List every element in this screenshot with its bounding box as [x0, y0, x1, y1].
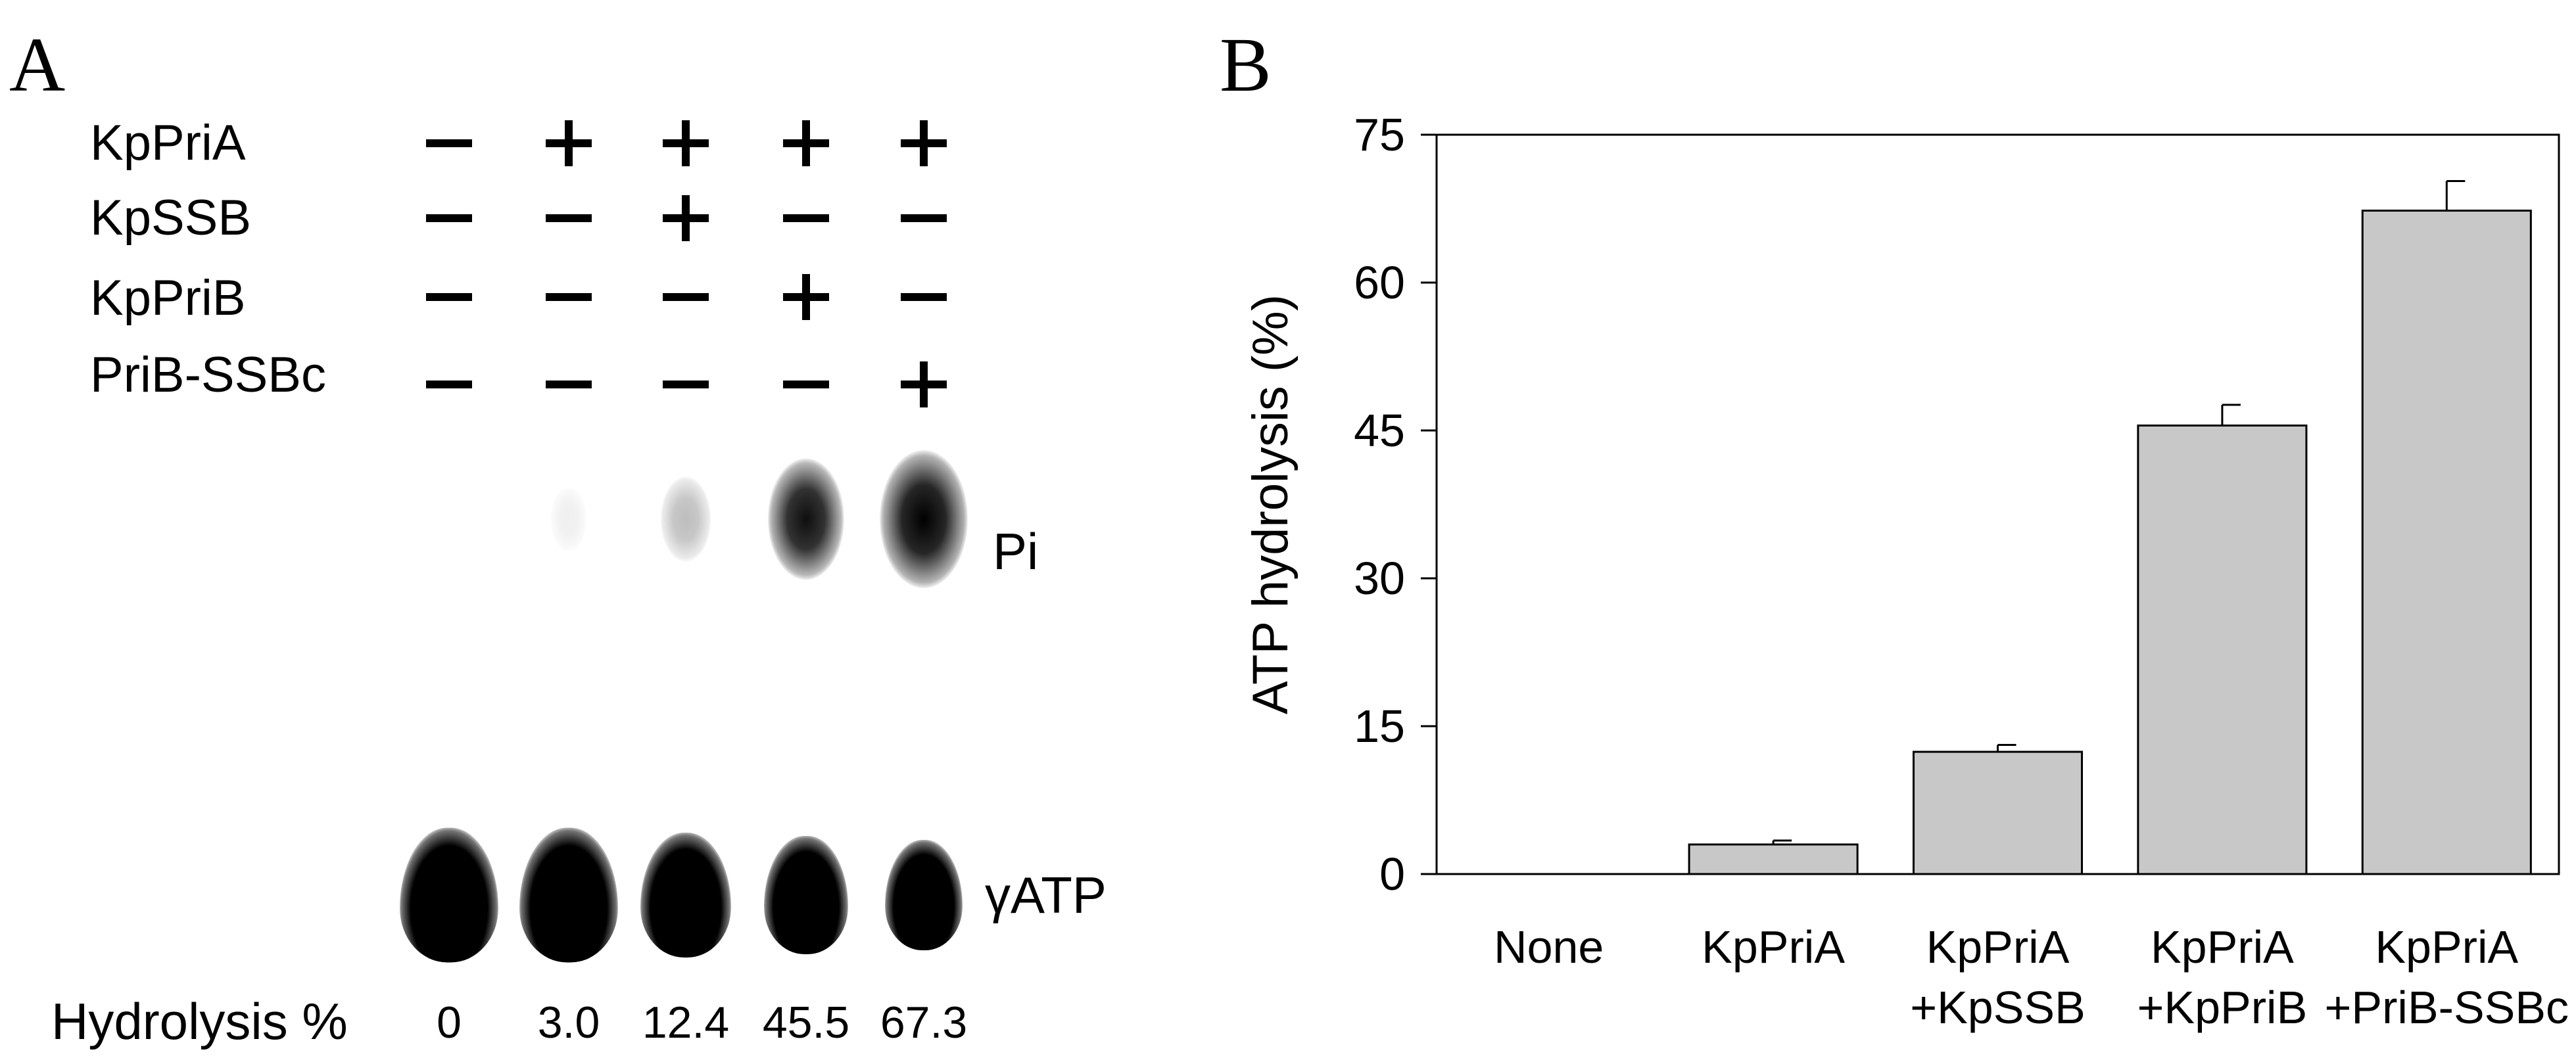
plus-sign — [783, 120, 829, 166]
minus-sign — [663, 361, 709, 407]
y-tick-label: 60 — [1354, 257, 1405, 308]
pi-spot — [550, 486, 587, 552]
plus-sign — [901, 120, 947, 166]
x-tick-label: KpPriA — [2151, 921, 2294, 973]
bar — [2361, 210, 2532, 875]
plus-sign — [663, 195, 709, 241]
hydrolysis-value: 3.0 — [537, 998, 600, 1048]
minus-sign — [783, 361, 829, 407]
pi-spot — [767, 458, 845, 580]
hydrolysis-value: 67.3 — [880, 998, 968, 1048]
x-tick-label: +KpPriB — [2137, 982, 2308, 1033]
pi-label: Pi — [993, 522, 1039, 580]
bar — [1912, 750, 2084, 875]
minus-sign — [663, 274, 709, 320]
minus-sign — [546, 195, 592, 241]
minus-sign — [901, 195, 947, 241]
atp-spot — [640, 833, 731, 958]
hydrolysis-value: 0 — [437, 998, 462, 1048]
atp-spot — [885, 840, 963, 950]
minus-sign — [901, 274, 947, 320]
plus-sign — [901, 361, 947, 407]
x-tick-label: KpPriA — [2375, 921, 2518, 973]
y-tick-label: 45 — [1354, 405, 1405, 456]
condition-label-kppriB: KpPriB — [90, 270, 246, 326]
bar — [1688, 843, 1859, 875]
atp-label: γATP — [985, 866, 1107, 924]
condition-label-kppria: KpPriA — [90, 115, 246, 171]
x-tick-label: +PriB-SSBc — [2325, 982, 2569, 1033]
hydrolysis-row-label: Hydrolysis % — [51, 992, 348, 1050]
bar — [2137, 425, 2308, 875]
y-tick-label: 30 — [1354, 553, 1405, 604]
hydrolysis-value: 12.4 — [642, 998, 730, 1048]
minus-sign — [426, 120, 472, 166]
atp-spot — [519, 827, 618, 963]
minus-sign — [546, 361, 592, 407]
minus-sign — [426, 195, 472, 241]
minus-sign — [426, 274, 472, 320]
panel-b-letter: B — [1220, 22, 1272, 108]
plus-sign — [663, 120, 709, 166]
condition-label-prib-ssbc: PriB-SSBc — [90, 347, 326, 403]
x-tick-label: None — [1494, 921, 1604, 973]
pi-spot — [660, 476, 711, 563]
minus-sign — [783, 195, 829, 241]
atp-spot — [400, 827, 498, 963]
x-tick-label: KpPriA — [1926, 921, 2070, 973]
condition-label-kpssb: KpSSB — [90, 190, 252, 246]
panel-a-letter: A — [9, 22, 66, 108]
minus-sign — [546, 274, 592, 320]
plus-sign — [546, 120, 592, 166]
plus-sign — [783, 274, 829, 320]
hydrolysis-value: 45.5 — [762, 998, 850, 1048]
x-tick-label: KpPriA — [1702, 921, 1845, 973]
atp-spot — [764, 836, 848, 954]
x-tick-label: +KpSSB — [1910, 982, 2086, 1033]
y-tick-label: 15 — [1354, 701, 1405, 752]
minus-sign — [426, 361, 472, 407]
y-tick-label: 75 — [1354, 109, 1405, 160]
y-tick-label: 0 — [1379, 848, 1405, 900]
y-axis-label: ATP hydrolysis (%) — [1243, 294, 1299, 714]
pi-spot — [880, 450, 968, 588]
